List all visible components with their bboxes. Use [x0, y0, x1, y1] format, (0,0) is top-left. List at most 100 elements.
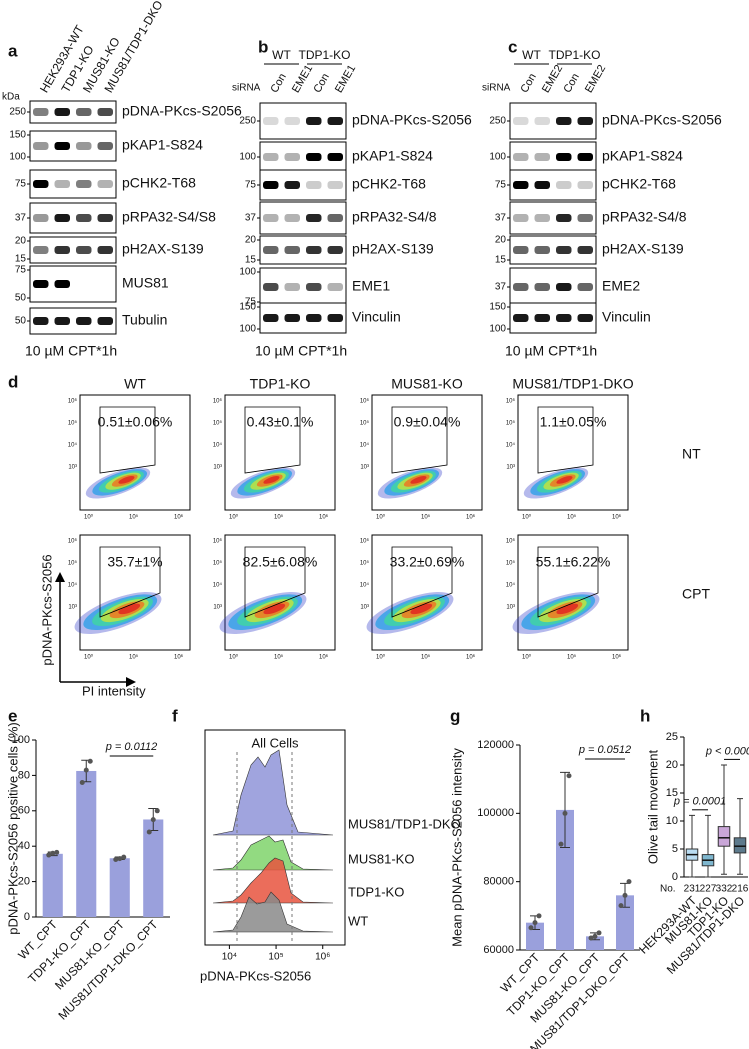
data-point: [79, 779, 85, 785]
band: [513, 214, 529, 222]
band: [76, 317, 92, 325]
band: [577, 214, 593, 222]
label: 75: [495, 180, 507, 191]
y-axis-label: pDNA-PKcs-S2056 positive cells (%): [5, 722, 20, 934]
label: 10⁶: [506, 398, 516, 405]
band: [327, 246, 343, 254]
band: [534, 117, 550, 125]
band: [54, 180, 70, 188]
label: TDP1-KO: [298, 48, 350, 62]
label: EME1: [290, 63, 315, 95]
data-point: [562, 810, 568, 816]
label: pKAP1-S824: [602, 148, 683, 164]
flow-plot: [79, 534, 191, 651]
label: 37: [495, 282, 507, 293]
y-tick-label: 100: [12, 734, 30, 746]
band: [306, 246, 322, 254]
label: 10⁵: [421, 654, 431, 661]
label: pDNA-PKcs-S2056: [39, 554, 54, 665]
band: [327, 283, 343, 291]
band: [33, 246, 49, 254]
label: 10³: [506, 605, 515, 611]
label: 82.5±6.08%: [243, 554, 318, 570]
label: MUS81/TDP1-DKO: [512, 376, 633, 392]
data-point: [146, 829, 152, 835]
label: 10⁰: [522, 654, 532, 661]
label: TDP1-KO: [548, 48, 600, 62]
gate: [537, 546, 599, 618]
band: [577, 117, 593, 125]
error-bar: [560, 771, 570, 848]
label: 10⁶: [68, 398, 78, 405]
p-value: p = 0.0112: [105, 741, 157, 753]
data-point: [113, 856, 119, 862]
label: Con: [518, 71, 538, 94]
label: 10⁵: [68, 560, 78, 567]
label: EME1: [333, 63, 358, 95]
band: [54, 280, 70, 288]
label: 75: [245, 180, 257, 191]
band: [263, 214, 279, 222]
y-tick-label: 60: [18, 805, 30, 817]
band: [284, 283, 300, 291]
band: [263, 153, 279, 161]
label: b: [258, 37, 268, 56]
data-point: [536, 913, 542, 919]
label: d: [8, 372, 18, 391]
label: 10³: [68, 465, 77, 471]
box: [717, 826, 731, 847]
label: 10⁵: [213, 560, 223, 567]
gate: [244, 546, 306, 618]
band: [54, 214, 70, 222]
data-point: [83, 767, 89, 773]
band: [556, 153, 572, 161]
label: pKAP1-S824: [352, 148, 433, 164]
data-point: [154, 808, 160, 814]
bar: [143, 819, 164, 917]
label: 10⁶: [360, 398, 370, 405]
band: [97, 180, 113, 188]
band: [76, 142, 92, 150]
label: 250: [489, 116, 506, 127]
band: [577, 246, 593, 254]
band: [33, 142, 49, 150]
label: 100: [489, 324, 506, 335]
gate: [99, 546, 161, 618]
label: pDNA-PKcs-S2056: [122, 103, 242, 119]
band: [284, 153, 300, 161]
label: 10⁶: [612, 514, 622, 521]
data-point: [150, 817, 156, 823]
label: pH2AX-S139: [352, 241, 434, 257]
label: pRPA32-S4/S8: [122, 209, 216, 225]
band: [513, 314, 529, 322]
label: 10 µM CPT*1h: [25, 343, 117, 359]
label: Con: [268, 71, 288, 94]
x-tick-label: 10⁶: [315, 952, 330, 963]
label: 10³: [360, 605, 369, 611]
cell-density: [410, 603, 433, 615]
y-tick-label: 15: [666, 787, 678, 799]
band: [513, 117, 529, 125]
band: [97, 317, 113, 325]
histogram-trace: [212, 749, 334, 836]
label: f: [172, 706, 178, 725]
n-label: No.: [660, 884, 676, 895]
n-count: 231: [684, 884, 701, 895]
label: 10⁴: [360, 442, 370, 449]
band: [263, 283, 279, 291]
label: 37: [245, 213, 257, 224]
band: [284, 246, 300, 254]
label: 50: [15, 316, 27, 327]
label: EME2: [540, 63, 565, 95]
label: TDP1-KO: [250, 376, 311, 392]
band: [33, 180, 49, 188]
label: siRNA: [232, 83, 261, 94]
band: [76, 280, 92, 288]
data-point: [121, 854, 127, 860]
band: [263, 314, 279, 322]
label: 10⁶: [319, 514, 329, 521]
band: [54, 246, 70, 254]
label: pRPA32-S4/8: [602, 209, 687, 225]
band: [513, 153, 529, 161]
cell-density: [263, 603, 286, 615]
